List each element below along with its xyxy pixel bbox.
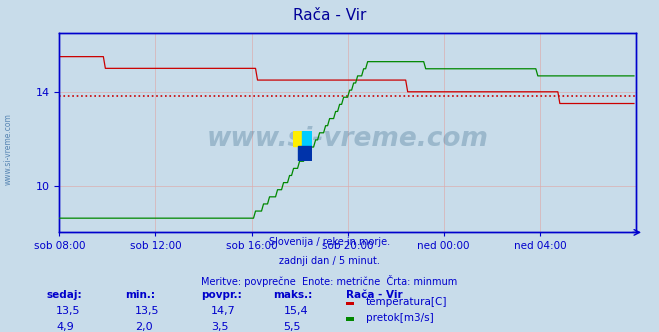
Text: 15,4: 15,4	[283, 306, 308, 316]
Text: sedaj:: sedaj:	[46, 290, 82, 300]
Text: Rača - Vir: Rača - Vir	[346, 290, 403, 300]
Text: pretok[m3/s]: pretok[m3/s]	[366, 313, 434, 323]
Text: 4,9: 4,9	[56, 322, 74, 332]
Text: temperatura[C]: temperatura[C]	[366, 297, 447, 307]
Text: www.si-vreme.com: www.si-vreme.com	[3, 114, 13, 185]
Text: min.:: min.:	[125, 290, 156, 300]
Text: 3,5: 3,5	[211, 322, 229, 332]
Text: 13,5: 13,5	[56, 306, 80, 316]
Text: Meritve: povprečne  Enote: metrične  Črta: minmum: Meritve: povprečne Enote: metrične Črta:…	[202, 275, 457, 287]
Text: 13,5: 13,5	[135, 306, 159, 316]
Text: 2,0: 2,0	[135, 322, 153, 332]
Text: Rača - Vir: Rača - Vir	[293, 8, 366, 23]
Bar	[298, 146, 312, 161]
Text: 14,7: 14,7	[211, 306, 236, 316]
Text: povpr.:: povpr.:	[201, 290, 242, 300]
Text: www.si-vreme.com: www.si-vreme.com	[207, 126, 488, 152]
Bar	[293, 131, 302, 146]
Text: Slovenija / reke in morje.: Slovenija / reke in morje.	[269, 237, 390, 247]
Text: zadnji dan / 5 minut.: zadnji dan / 5 minut.	[279, 256, 380, 266]
Text: maks.:: maks.:	[273, 290, 313, 300]
Text: 5,5: 5,5	[283, 322, 301, 332]
Bar	[302, 131, 312, 146]
